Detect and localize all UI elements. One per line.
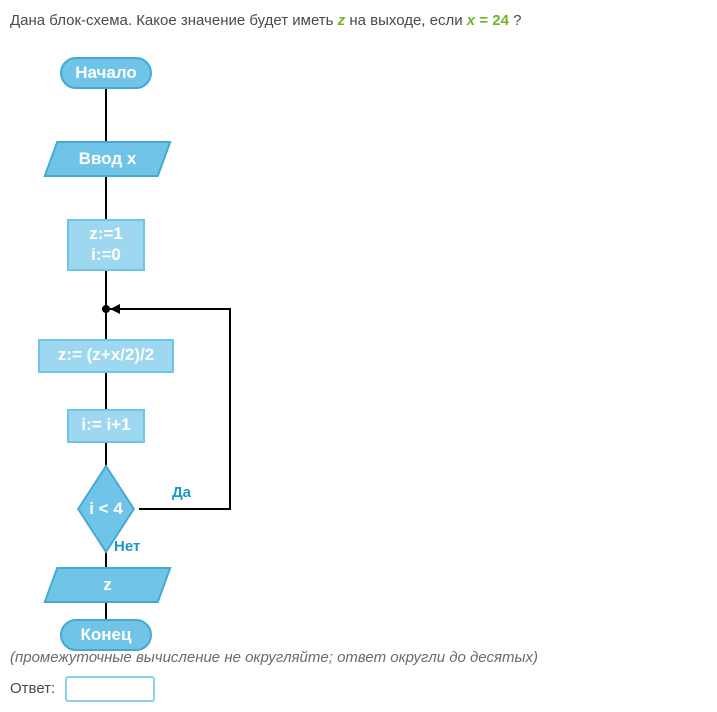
question-text: Дана блок-схема. Какое значение будет им… [10,10,707,33]
node-start: Начало [60,57,152,89]
node-start-label: Начало [62,63,150,83]
answer-input[interactable] [65,676,155,702]
node-input: Ввод x [43,141,171,177]
branch-no-label: Нет [114,538,140,555]
node-cond: i < 4 [80,483,132,535]
connector [105,175,107,221]
q-mid: на выходе, если [349,12,466,29]
connector [105,601,107,621]
node-inc: i:= i+1 [67,409,145,443]
q-suffix: ? [513,12,521,29]
node-init-label: z:=1 i:=0 [69,224,143,265]
answer-label: Ответ: [10,680,55,697]
var-z: z [338,12,346,29]
x-value: 24 [492,12,509,29]
node-input-label: Ввод x [52,149,163,169]
node-calc-label: z:= (z+x/2)/2 [40,345,172,365]
branch-yes-label: Да [172,484,191,501]
answer-row: Ответ: [10,676,707,702]
node-end-label: Конец [62,625,150,645]
eq-sign: = [479,12,492,29]
flowchart-diagram: Да Нет Начало Ввод x z:=1 i:=0 z:= (z+x/… [20,39,280,643]
loop-arrowhead [110,304,120,314]
node-output-label: z [52,575,163,595]
loop-line [110,308,231,310]
var-x: x [467,12,475,29]
merge-dot [102,305,110,313]
loop-line [229,308,231,510]
connector [105,87,107,143]
node-end: Конец [60,619,152,651]
node-output: z [43,567,171,603]
node-calc: z:= (z+x/2)/2 [38,339,174,373]
loop-line [139,508,231,510]
node-init: z:=1 i:=0 [67,219,145,271]
hint-text: (промежуточные вычисление не округляйте;… [10,649,707,666]
node-inc-label: i:= i+1 [69,415,143,435]
connector [105,371,107,411]
q-prefix: Дана блок-схема. Какое значение будет им… [10,12,338,29]
